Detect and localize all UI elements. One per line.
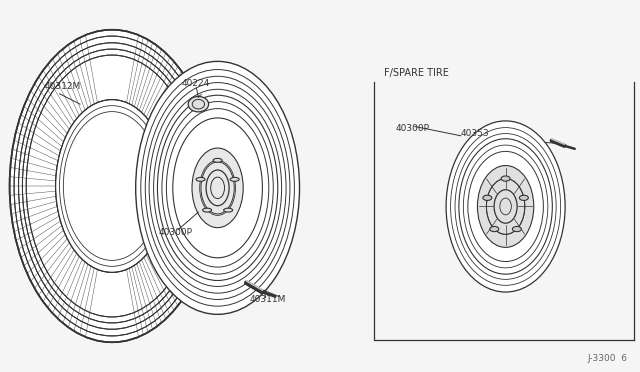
Ellipse shape: [192, 148, 243, 228]
Ellipse shape: [203, 208, 212, 212]
Text: F/SPARE TIRE: F/SPARE TIRE: [384, 68, 449, 78]
Text: J-3300  6: J-3300 6: [588, 354, 627, 363]
Ellipse shape: [513, 227, 522, 232]
Text: 40300P: 40300P: [159, 228, 193, 237]
Ellipse shape: [520, 195, 529, 201]
Ellipse shape: [188, 96, 209, 112]
Text: 40353: 40353: [461, 129, 490, 138]
Ellipse shape: [58, 102, 166, 270]
Ellipse shape: [446, 121, 565, 292]
Text: 40311M: 40311M: [250, 295, 286, 304]
Text: 40312M: 40312M: [45, 82, 81, 91]
Text: 40300P: 40300P: [396, 124, 429, 133]
Ellipse shape: [490, 227, 499, 232]
Ellipse shape: [10, 30, 214, 342]
Ellipse shape: [501, 176, 510, 181]
Ellipse shape: [136, 61, 300, 314]
Text: 40224: 40224: [181, 79, 209, 88]
Ellipse shape: [213, 158, 222, 162]
Ellipse shape: [477, 166, 534, 247]
Ellipse shape: [223, 208, 232, 212]
Ellipse shape: [196, 177, 205, 181]
Ellipse shape: [483, 195, 492, 201]
Ellipse shape: [56, 100, 168, 272]
Ellipse shape: [230, 177, 239, 181]
